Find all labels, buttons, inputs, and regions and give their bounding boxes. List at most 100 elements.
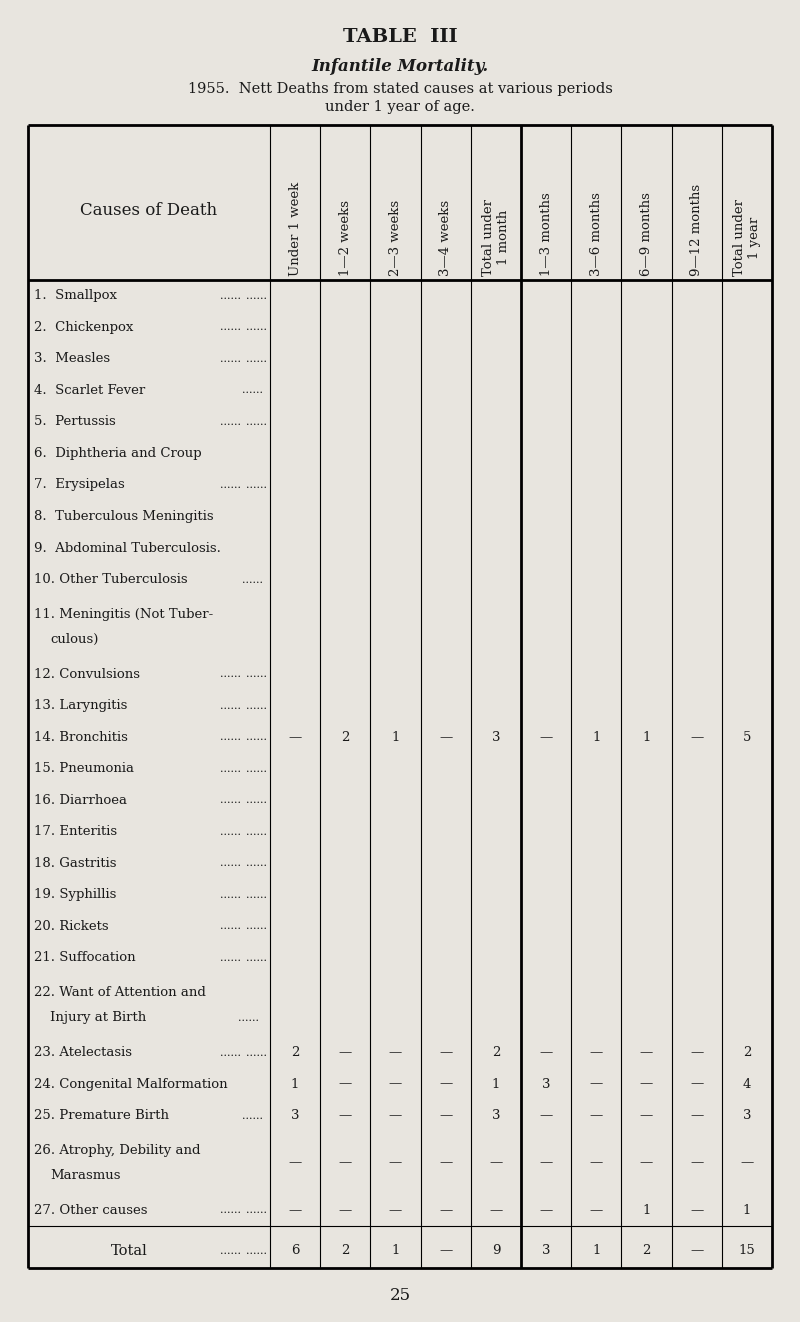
Text: ......: ...... [220, 921, 241, 932]
Text: —: — [590, 1157, 603, 1170]
Text: 9: 9 [492, 1244, 500, 1257]
Text: 1: 1 [592, 1244, 601, 1257]
Text: ......: ...... [246, 921, 267, 932]
Text: —: — [439, 1204, 452, 1216]
Text: 1: 1 [742, 1204, 751, 1216]
Text: 21. Suffocation: 21. Suffocation [34, 952, 136, 965]
Text: 3—4 weeks: 3—4 weeks [439, 200, 452, 276]
Text: culous): culous) [50, 633, 98, 646]
Text: ......: ...... [220, 732, 241, 742]
Text: —: — [740, 1157, 754, 1170]
Text: 17. Enteritis: 17. Enteritis [34, 825, 117, 838]
Text: 2: 2 [492, 1046, 500, 1059]
Text: —: — [640, 1157, 653, 1170]
Text: 6.  Diphtheria and Croup: 6. Diphtheria and Croup [34, 447, 202, 460]
Text: ......: ...... [220, 858, 241, 869]
Text: —: — [439, 731, 452, 744]
Text: ......: ...... [220, 890, 241, 900]
Text: 15. Pneumonia: 15. Pneumonia [34, 763, 134, 775]
Text: —: — [289, 731, 302, 744]
Text: 1.  Smallpox: 1. Smallpox [34, 290, 117, 303]
Text: Total under
1 month: Total under 1 month [482, 200, 510, 276]
Text: —: — [439, 1244, 452, 1257]
Text: ......: ...... [242, 575, 263, 584]
Text: 22. Want of Attention and: 22. Want of Attention and [34, 986, 206, 999]
Text: ......: ...... [220, 701, 241, 711]
Text: 14. Bronchitis: 14. Bronchitis [34, 731, 128, 744]
Text: —: — [338, 1157, 352, 1170]
Text: 3: 3 [492, 1109, 500, 1122]
Text: Total under
1 year: Total under 1 year [733, 200, 761, 276]
Text: —: — [640, 1109, 653, 1122]
Text: ......: ...... [246, 732, 267, 742]
Text: —: — [389, 1046, 402, 1059]
Text: —: — [439, 1077, 452, 1091]
Text: 3: 3 [542, 1077, 550, 1091]
Text: 5.  Pertussis: 5. Pertussis [34, 415, 116, 428]
Text: 9—12 months: 9—12 months [690, 184, 703, 276]
Text: ......: ...... [246, 764, 267, 773]
Text: 27. Other causes: 27. Other causes [34, 1204, 147, 1216]
Text: ......: ...... [246, 796, 267, 805]
Text: ......: ...... [246, 669, 267, 680]
Text: —: — [590, 1046, 603, 1059]
Text: ......: ...... [220, 1247, 241, 1256]
Text: 13. Laryngitis: 13. Laryngitis [34, 699, 127, 713]
Text: ......: ...... [242, 386, 263, 395]
Text: 3: 3 [742, 1109, 751, 1122]
Text: —: — [439, 1157, 452, 1170]
Text: —: — [690, 731, 703, 744]
Text: —: — [338, 1109, 352, 1122]
Text: ......: ...... [220, 354, 241, 364]
Text: 2: 2 [341, 731, 350, 744]
Text: ......: ...... [220, 291, 241, 301]
Text: 1: 1 [391, 731, 400, 744]
Text: ......: ...... [242, 1110, 263, 1121]
Text: —: — [490, 1204, 502, 1216]
Text: 6: 6 [291, 1244, 299, 1257]
Text: ......: ...... [246, 480, 267, 490]
Text: ......: ...... [220, 764, 241, 773]
Text: ......: ...... [220, 669, 241, 680]
Text: 1: 1 [492, 1077, 500, 1091]
Text: 1955.  Nett Deaths from stated causes at various periods: 1955. Nett Deaths from stated causes at … [187, 82, 613, 97]
Text: 12. Convulsions: 12. Convulsions [34, 668, 140, 681]
Text: 8.  Tuberculous Meningitis: 8. Tuberculous Meningitis [34, 510, 214, 524]
Text: 5: 5 [742, 731, 751, 744]
Text: —: — [690, 1077, 703, 1091]
Text: —: — [338, 1077, 352, 1091]
Text: ......: ...... [246, 890, 267, 900]
Text: ......: ...... [220, 953, 241, 962]
Text: ......: ...... [246, 701, 267, 711]
Text: ......: ...... [246, 826, 267, 837]
Text: 16. Diarrhoea: 16. Diarrhoea [34, 793, 127, 806]
Text: —: — [439, 1046, 452, 1059]
Text: 24. Congenital Malformation: 24. Congenital Malformation [34, 1077, 228, 1091]
Text: 2: 2 [642, 1244, 650, 1257]
Text: —: — [690, 1204, 703, 1216]
Text: 2: 2 [341, 1244, 350, 1257]
Text: 20. Rickets: 20. Rickets [34, 920, 109, 933]
Text: Injury at Birth: Injury at Birth [50, 1011, 146, 1025]
Text: ......: ...... [246, 953, 267, 962]
Text: 9.  Abdominal Tuberculosis.: 9. Abdominal Tuberculosis. [34, 542, 221, 554]
Text: 1—3 months: 1—3 months [539, 192, 553, 276]
Text: 3: 3 [492, 731, 500, 744]
Text: 15: 15 [738, 1244, 755, 1257]
Text: ......: ...... [220, 480, 241, 490]
Text: 1—2 weeks: 1—2 weeks [339, 200, 352, 276]
Text: ......: ...... [246, 416, 267, 427]
Text: 2: 2 [291, 1046, 299, 1059]
Text: —: — [640, 1046, 653, 1059]
Text: —: — [439, 1109, 452, 1122]
Text: —: — [490, 1157, 502, 1170]
Text: Marasmus: Marasmus [50, 1169, 121, 1182]
Text: —: — [590, 1077, 603, 1091]
Text: 19. Syphillis: 19. Syphillis [34, 888, 116, 902]
Text: —: — [539, 731, 553, 744]
Text: 4: 4 [742, 1077, 751, 1091]
Text: —: — [389, 1157, 402, 1170]
Text: 11. Meningitis (Not Tuber-: 11. Meningitis (Not Tuber- [34, 608, 214, 621]
Text: ......: ...... [238, 1013, 259, 1023]
Text: ......: ...... [246, 354, 267, 364]
